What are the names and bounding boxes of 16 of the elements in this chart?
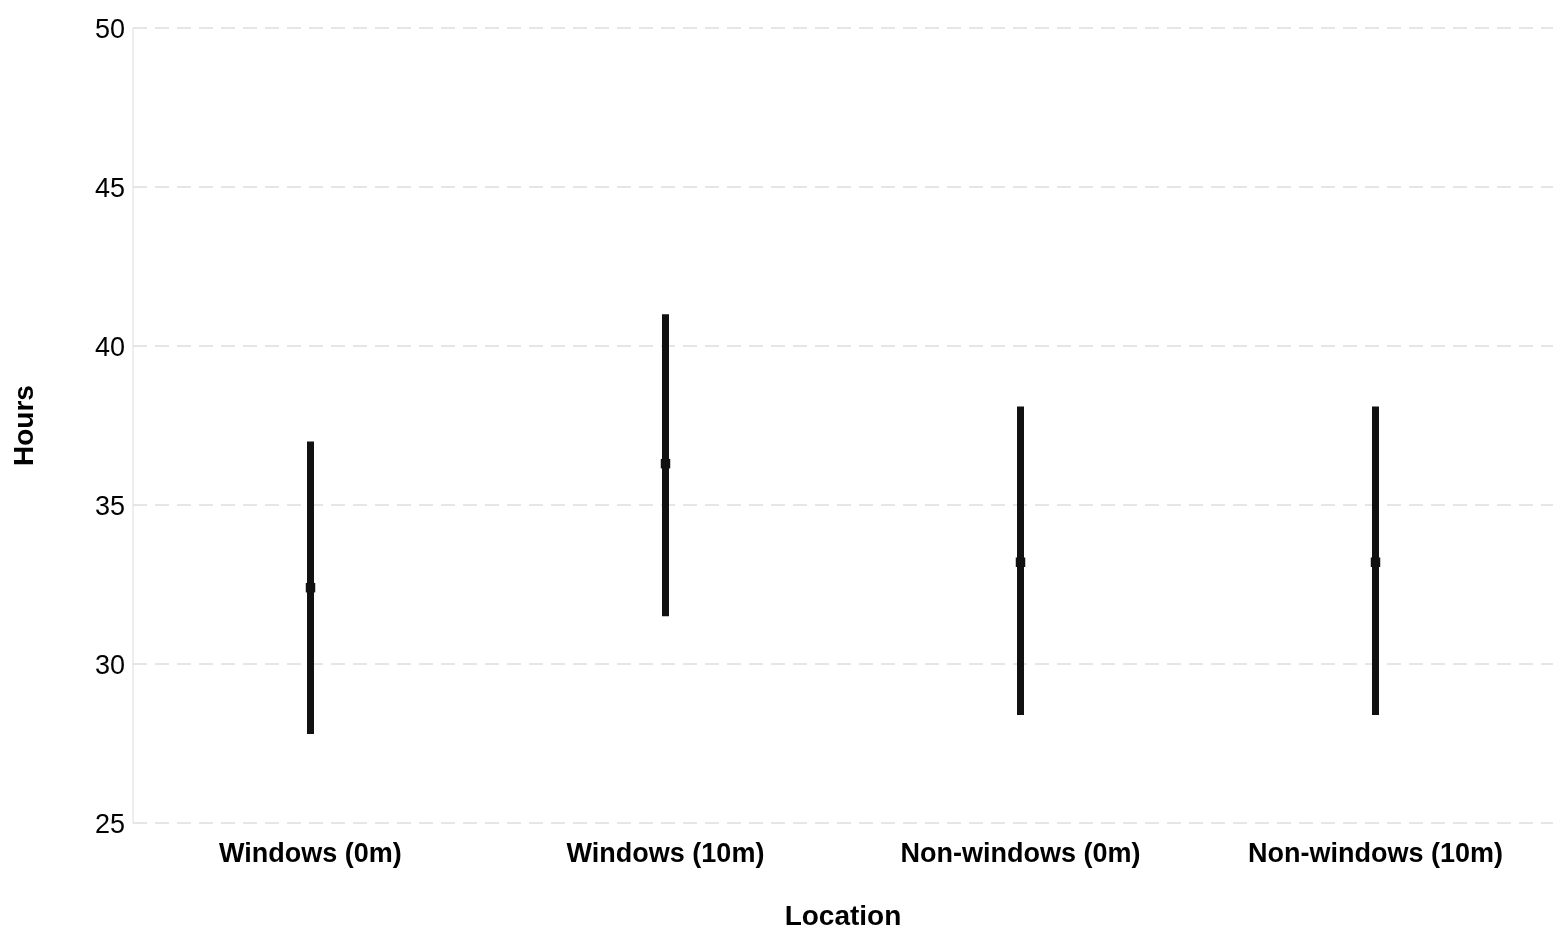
y-axis-title: Hours — [7, 385, 39, 466]
point — [1015, 557, 1026, 567]
x-tick-label: Non-windows (10m) — [1248, 838, 1503, 869]
y-tick-label: 45 — [94, 172, 125, 203]
y-tick-label: 40 — [94, 331, 125, 362]
y-tick-label: 25 — [94, 808, 125, 839]
point — [1370, 557, 1381, 567]
x-tick-label: Windows (0m) — [219, 838, 402, 869]
y-tick-label: 35 — [94, 490, 125, 521]
point — [305, 582, 316, 593]
point — [660, 458, 671, 469]
x-tick-label: Non-windows (0m) — [900, 838, 1141, 869]
x-axis-title: Location — [784, 900, 902, 931]
y-tick-label: 50 — [94, 13, 125, 44]
x-tick-label: Windows (10m) — [566, 838, 765, 869]
y-tick-label: 30 — [94, 649, 125, 680]
